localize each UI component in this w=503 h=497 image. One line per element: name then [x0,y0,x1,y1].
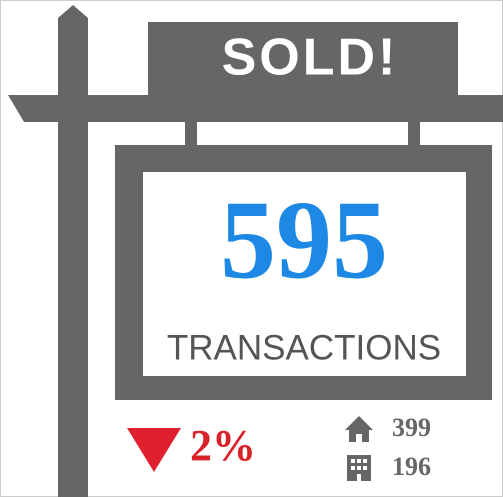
title: SOLD! [222,29,399,87]
houses-count: 399 [392,413,431,442]
kpi-value: 595 [220,179,388,303]
sold-sign-graphic: SOLD! 595 TRANSACTIONS 2% 399 196 [0,0,503,497]
connector [408,122,420,146]
kpi-label: TRANSACTIONS [167,328,441,367]
crossbar [8,95,503,122]
post [58,5,88,497]
building-icon [347,455,371,481]
change-value: 2% [190,421,256,470]
connector [185,122,197,146]
condos-count: 196 [392,452,431,481]
